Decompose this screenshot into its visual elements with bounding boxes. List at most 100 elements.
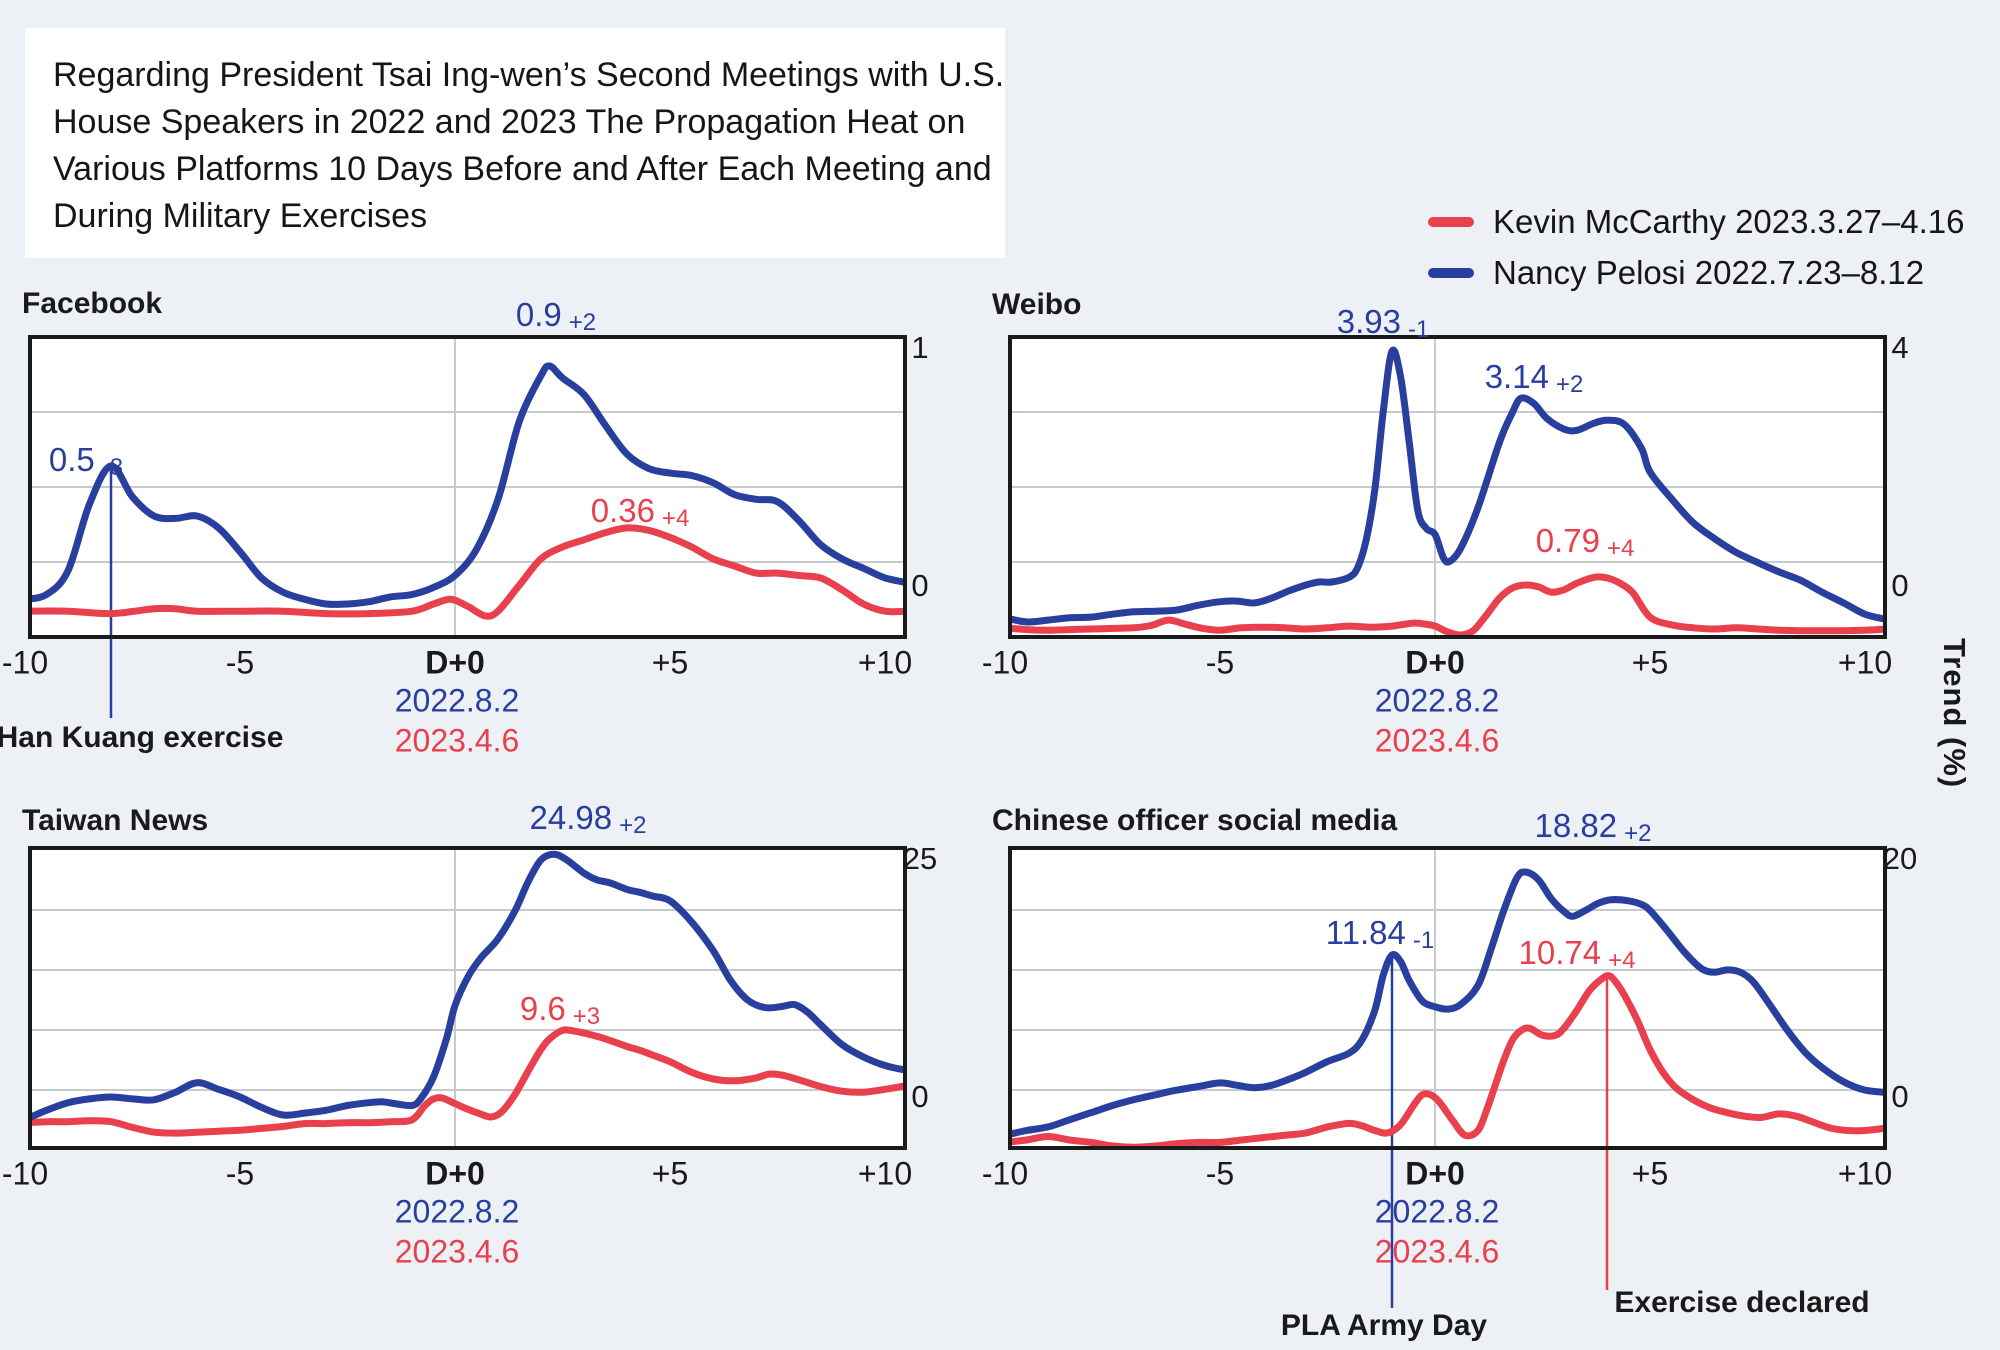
pelosi-date-facebook: 2022.8.2 — [394, 682, 520, 719]
peak-day-offset: +2 — [1624, 820, 1652, 847]
peak-annotation-chinese_officer-1: 11.84 -1 — [1325, 914, 1435, 954]
peak-annotation-weibo-2: 0.79 +4 — [1535, 522, 1635, 562]
figure-title-line-2: House Speakers in 2022 and 2023 The Prop… — [53, 103, 966, 141]
chart-facebook — [28, 335, 907, 718]
peak-value: 24.98 — [529, 799, 613, 836]
mccarthy-date-taiwan_news: 2023.4.6 — [394, 1233, 520, 1270]
peak-day-offset: +4 — [661, 505, 690, 532]
pelosi-curve — [1010, 868, 1885, 1138]
y-zero-label-taiwan_news: 0 — [911, 1079, 929, 1114]
y-max-label-taiwan_news: 25 — [902, 841, 938, 876]
y-max-label-chinese_officer: 20 — [1882, 841, 1918, 876]
pelosi-line-swatch — [1428, 267, 1474, 278]
peak-annotation-weibo-0: 3.93 -1 — [1336, 303, 1430, 343]
figure-title-line-1: Regarding President Tsai Ing-wen’s Secon… — [53, 56, 1005, 94]
figure-title-line-4: During Military Exercises — [53, 197, 428, 235]
y-zero-label-facebook: 0 — [911, 568, 929, 603]
peak-day-offset: +4 — [1608, 947, 1636, 974]
peak-day-offset: +3 — [572, 1003, 601, 1030]
peak-value: 10.74 — [1518, 934, 1602, 971]
x-tick-weibo-D+0: D+0 — [1405, 644, 1465, 681]
y-zero-label-weibo: 0 — [1891, 568, 1909, 603]
peak-value: 0.5 — [48, 441, 95, 478]
peak-annotation-taiwan_news-1: 9.6 +3 — [519, 990, 601, 1030]
chart-taiwan_news — [28, 846, 907, 1150]
mccarthy-date-facebook: 2023.4.6 — [394, 722, 520, 759]
chart-chinese_officer — [1008, 846, 1887, 1308]
peak-annotation-facebook-2: 0.36 +4 — [590, 492, 690, 532]
x-tick-chinese_officer--10: -10 — [981, 1155, 1029, 1192]
legend: Kevin McCarthy 2023.3.27–4.16 Nancy Pelo… — [1428, 196, 1964, 298]
mccarthy-curve — [30, 1026, 905, 1137]
pelosi-date-weibo: 2022.8.2 — [1374, 682, 1500, 719]
x-tick-chinese_officer-D+0: D+0 — [1405, 1155, 1465, 1192]
peak-day-offset: +2 — [619, 812, 647, 839]
event-label-chinese_officer-0: PLA Army Day — [1280, 1309, 1488, 1342]
plot-background — [1010, 848, 1885, 1148]
pelosi-curve — [30, 850, 905, 1122]
peak-day-offset: +2 — [1555, 371, 1584, 398]
y-axis-title: Trend (%) — [1937, 638, 1972, 789]
x-tick-facebook-D+0: D+0 — [425, 644, 485, 681]
chart-title-facebook: Facebook — [22, 287, 163, 320]
mccarthy-date-chinese_officer: 2023.4.6 — [1374, 1233, 1500, 1270]
pelosi-date-taiwan_news: 2022.8.2 — [394, 1193, 520, 1230]
legend-item-mccarthy: Kevin McCarthy 2023.3.27–4.16 — [1428, 196, 1964, 247]
peak-value: 3.14 — [1484, 358, 1549, 395]
chart-weibo — [1008, 335, 1887, 639]
x-tick-facebook-+5: +5 — [651, 644, 689, 681]
mccarthy-curve — [1010, 573, 1885, 637]
y-max-label-facebook: 1 — [911, 330, 929, 365]
x-tick-weibo--10: -10 — [981, 644, 1029, 681]
x-tick-taiwan_news--10: -10 — [1, 1155, 49, 1192]
peak-day-offset: -1 — [1412, 927, 1435, 954]
peak-day-offset: -8 — [101, 454, 124, 481]
x-tick-weibo-+10: +10 — [1837, 644, 1893, 681]
mccarthy-date-weibo: 2023.4.6 — [1374, 722, 1500, 759]
peak-annotation-chinese_officer-0: 18.82 +2 — [1534, 807, 1652, 847]
x-tick-chinese_officer-+5: +5 — [1631, 1155, 1669, 1192]
legend-item-pelosi: Nancy Pelosi 2022.7.23–8.12 — [1428, 247, 1964, 298]
x-tick-chinese_officer--5: -5 — [1205, 1155, 1235, 1192]
mccarthy-line-swatch — [1428, 216, 1474, 227]
x-tick-facebook--10: -10 — [1, 644, 49, 681]
x-tick-facebook--5: -5 — [225, 644, 255, 681]
peak-value: 18.82 — [1534, 807, 1618, 844]
plot-border — [28, 846, 907, 1150]
pelosi-date-chinese_officer: 2022.8.2 — [1374, 1193, 1500, 1230]
peak-day-offset: +2 — [568, 309, 597, 336]
pelosi-curve — [30, 362, 905, 608]
plot-border — [1008, 846, 1887, 1150]
plot-border — [1008, 335, 1887, 639]
mccarthy-curve — [1010, 972, 1885, 1148]
mccarthy-curve — [30, 524, 905, 620]
peak-value: 0.9 — [515, 296, 562, 333]
figure-title-box: Regarding President Tsai Ing-wen’s Secon… — [25, 28, 1005, 258]
peak-value: 9.6 — [519, 990, 566, 1027]
peak-value: 11.84 — [1325, 914, 1406, 951]
x-tick-taiwan_news-+5: +5 — [651, 1155, 689, 1192]
peak-value: 3.93 — [1336, 303, 1401, 340]
x-tick-facebook-+10: +10 — [857, 644, 913, 681]
chart-title-weibo: Weibo — [992, 288, 1082, 321]
x-tick-chinese_officer-+10: +10 — [1837, 1155, 1893, 1192]
figure-title-line-3: Various Platforms 10 Days Before and Aft… — [53, 150, 992, 188]
x-tick-taiwan_news-+10: +10 — [857, 1155, 913, 1192]
peak-annotation-facebook-0: 0.5 -8 — [48, 441, 124, 481]
legend-label-mccarthy: Kevin McCarthy 2023.3.27–4.16 — [1493, 202, 1965, 240]
peak-annotation-facebook-1: 0.9 +2 — [515, 296, 597, 336]
peak-value: 0.79 — [1535, 522, 1600, 559]
chart-title-chinese_officer: Chinese officer social media — [992, 804, 1398, 837]
peak-value: 0.36 — [590, 492, 655, 529]
x-tick-taiwan_news-D+0: D+0 — [425, 1155, 485, 1192]
peak-annotation-chinese_officer-2: 10.74 +4 — [1518, 934, 1636, 974]
x-tick-weibo-+5: +5 — [1631, 644, 1669, 681]
plot-border — [28, 335, 907, 639]
plot-background — [30, 848, 905, 1148]
legend-label-pelosi: Nancy Pelosi 2022.7.23–8.12 — [1493, 253, 1925, 291]
peak-day-offset: -1 — [1407, 316, 1430, 343]
event-label-facebook-0: Han Kuang exercise — [0, 721, 284, 754]
x-tick-taiwan_news--5: -5 — [225, 1155, 255, 1192]
event-label-chinese_officer-1: Exercise declared — [1614, 1286, 1870, 1319]
